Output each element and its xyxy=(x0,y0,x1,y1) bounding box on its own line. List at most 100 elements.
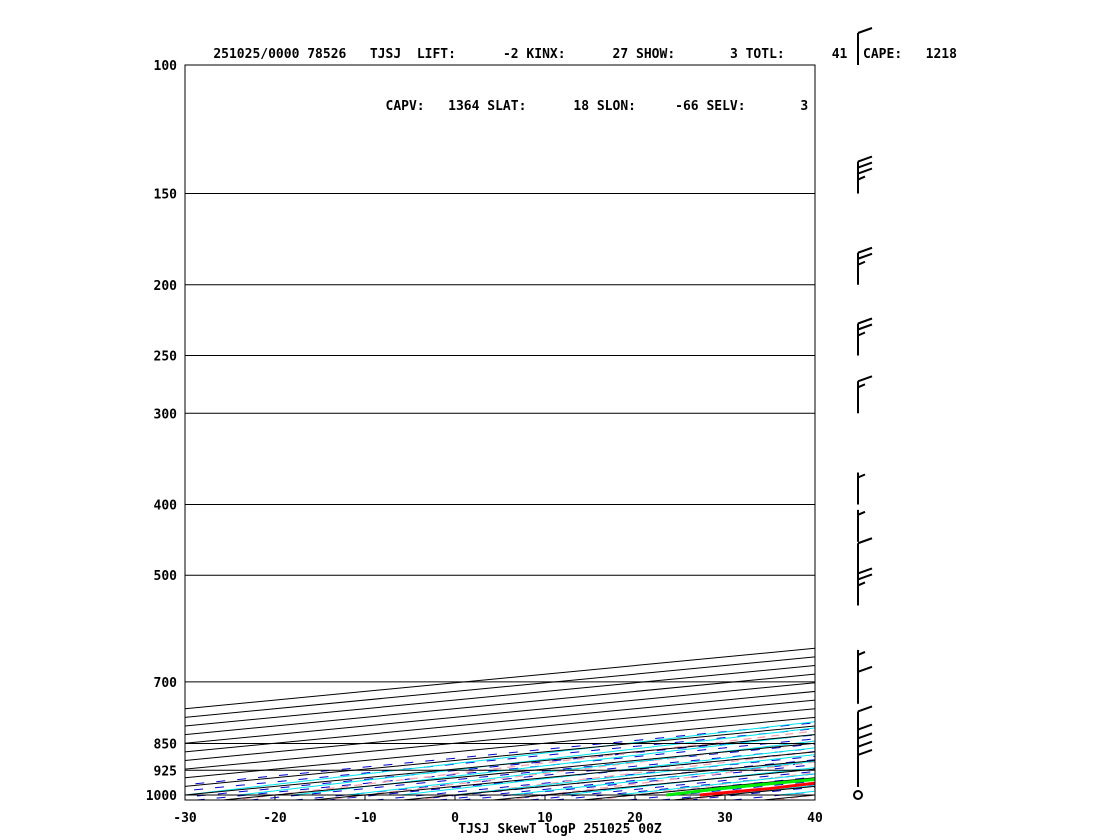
pressure-tick-label: 925 xyxy=(154,764,177,779)
mixing-ratio-line xyxy=(245,743,815,800)
wind-barb xyxy=(857,567,873,606)
wind-barb-flag xyxy=(857,161,873,169)
wind-barb-flag xyxy=(857,317,873,325)
pressure-tick-label: 250 xyxy=(154,349,178,364)
temperature-profile xyxy=(699,781,815,797)
isotherm-line xyxy=(185,665,815,727)
wind-barb-flag xyxy=(857,723,873,731)
mixing-ratio-line xyxy=(185,734,815,798)
wind-barb xyxy=(857,246,873,285)
wind-barb-flag xyxy=(857,537,873,545)
stat-label: 251025/0000 xyxy=(213,47,300,62)
wind-barb-flag xyxy=(857,749,873,756)
wind-barb-flag xyxy=(857,732,873,740)
mixing-ratio-line xyxy=(655,783,815,800)
stat-label: SLAT: xyxy=(487,99,527,114)
isotherm-line xyxy=(397,759,815,800)
stat-value: -66 xyxy=(675,99,699,114)
wind-barb xyxy=(857,665,873,704)
wind-barb xyxy=(857,155,873,194)
wind-barb-half-flag xyxy=(857,331,866,337)
stat-label: SHOW: xyxy=(636,47,676,62)
calm-wind-circle xyxy=(853,790,863,800)
wind-barb xyxy=(857,749,873,787)
stat-value: 1364 xyxy=(448,99,480,114)
mixing-ratio-line xyxy=(623,780,815,800)
stat-value: 3 xyxy=(800,99,809,114)
dry-adiabat-line xyxy=(876,49,1120,811)
moist-adiabat-line xyxy=(562,767,815,796)
wind-barb-flag xyxy=(857,167,873,175)
dry-adiabat-line xyxy=(785,49,1120,811)
pressure-tick-label: 1000 xyxy=(146,789,177,804)
wind-barb xyxy=(857,317,873,356)
wind-barb-flag xyxy=(857,246,873,254)
stat-label: KINX: xyxy=(526,47,566,62)
stat-value: 3 xyxy=(729,47,738,62)
stat-value: 27 xyxy=(612,47,629,62)
isotherm-line xyxy=(577,777,815,800)
mixing-ratio-line xyxy=(494,768,815,800)
wind-barbs xyxy=(853,27,873,800)
pressure-tick-label: 850 xyxy=(154,737,178,752)
stat-label: SLON: xyxy=(596,99,636,114)
stat-label: LIFT: xyxy=(416,47,456,62)
isotherm-line xyxy=(185,690,815,753)
wind-barb-flag xyxy=(857,665,873,673)
mixing-ratio-line xyxy=(405,759,815,800)
stat-label: SELV: xyxy=(706,99,746,114)
mixing-ratio-line xyxy=(185,722,815,786)
isotherm-line xyxy=(185,708,815,770)
mixing-ratio-line xyxy=(185,728,815,792)
pressure-tick-labels: 100 150 200 250 300 400 500 700 850 925 1000 xyxy=(146,59,177,804)
wind-barb xyxy=(857,27,873,65)
temperature-tick-label: 10 xyxy=(537,811,553,826)
isotherm-line xyxy=(667,785,815,800)
wind-barb-flag xyxy=(857,252,873,260)
isotherm-line xyxy=(185,647,815,710)
temperature-tick-label: 40 xyxy=(807,811,823,826)
mixing-ratio-line xyxy=(322,751,815,800)
wind-barb xyxy=(857,537,873,576)
wind-barb-half-flag xyxy=(857,581,866,587)
dry-adiabat-line xyxy=(227,730,815,800)
wind-barb-half-flag xyxy=(857,175,866,181)
stat-value: 1218 xyxy=(925,47,957,62)
isotherm-line xyxy=(185,673,815,736)
isotherm-line xyxy=(307,751,815,800)
moist-adiabat-line xyxy=(778,790,815,796)
mixing-ratio-line xyxy=(727,791,815,800)
plot-frame xyxy=(184,64,816,801)
wind-barb-flag xyxy=(857,567,873,575)
dry-adiabat-line xyxy=(770,794,815,800)
stat-value: 78526 xyxy=(307,47,347,62)
isotherm-line xyxy=(185,656,815,718)
dry-adiabat-line xyxy=(408,750,815,800)
moist-adiabat-line xyxy=(670,779,815,796)
wind-barb xyxy=(857,472,866,505)
stat-value: -2 xyxy=(502,47,519,62)
mixing-ratio-line xyxy=(433,761,815,800)
temperature-tick-labels: -30 -20 -10 0 10 20 30 40 xyxy=(173,795,823,826)
temperature-tick-label: -30 xyxy=(173,811,197,826)
pressure-tick-label: 200 xyxy=(154,279,178,294)
moist-adiabat-line xyxy=(346,740,815,796)
moist-adiabat-line xyxy=(185,721,815,796)
wind-barb-half-flag xyxy=(857,510,866,516)
sounding-profiles xyxy=(666,777,815,797)
isotherm-line xyxy=(185,682,815,744)
dewpoint-profile xyxy=(666,777,815,797)
isobar-lines xyxy=(185,64,815,796)
pressure-tick-label: 700 xyxy=(154,676,178,691)
wind-barb-half-flag xyxy=(857,383,866,389)
stat-label: TJSJ xyxy=(369,47,402,62)
moist-adiabat-line xyxy=(292,733,815,796)
mixing-ratio-line xyxy=(525,770,815,800)
wind-barb xyxy=(857,649,866,682)
wind-barb-flag xyxy=(857,740,873,748)
wind-barb xyxy=(857,705,873,744)
dry-adiabat-line xyxy=(1058,49,1120,811)
wind-barb xyxy=(857,740,873,779)
isotherm-line xyxy=(185,716,815,779)
